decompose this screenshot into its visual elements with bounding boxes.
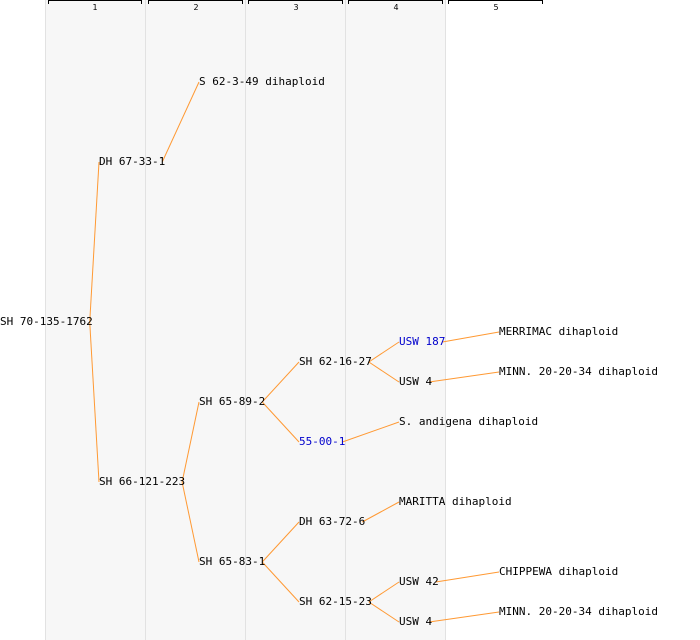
pedigree-edge xyxy=(368,361,400,383)
generation-number: 5 xyxy=(493,3,499,12)
pedigree-node: MINN. 20-20-34 dihaploid xyxy=(499,605,658,618)
pedigree-edge xyxy=(89,161,100,323)
pedigree-node: SH 65-89-2 xyxy=(199,395,266,408)
pedigree-node: SH 65-83-1 xyxy=(199,555,266,568)
generation-number: 4 xyxy=(393,3,399,12)
pedigree-node: MINN. 20-20-34 dihaploid xyxy=(499,365,658,378)
column-divider xyxy=(245,0,246,640)
pedigree-node: SH 62-16-27 xyxy=(299,355,372,368)
pedigree-node: MARITTA dihaploid xyxy=(399,495,512,508)
pedigree-node: DH 67-33-1 xyxy=(99,155,166,168)
pedigree-node: MERRIMAC dihaploid xyxy=(499,325,619,338)
pedigree-node: CHIPPEWA dihaploid xyxy=(499,565,619,578)
generation-number: 1 xyxy=(92,3,98,12)
pedigree-node: SH 62-15-23 xyxy=(299,595,372,608)
pedigree-edge xyxy=(261,561,300,603)
pedigree-edge xyxy=(442,331,500,343)
generation-header-bracket xyxy=(448,0,543,4)
pedigree-node: DH 63-72-6 xyxy=(299,515,366,528)
pedigree-edge xyxy=(342,421,400,443)
generation-header-bracket xyxy=(48,0,142,4)
column-divider xyxy=(45,0,46,640)
pedigree-edge xyxy=(361,501,400,523)
pedigree-edge xyxy=(261,521,300,563)
pedigree-edge xyxy=(435,571,500,583)
pedigree-node: SH 70-135-1762 xyxy=(0,315,93,328)
pedigree-edge xyxy=(368,601,400,623)
generation-band-4 xyxy=(345,0,445,640)
column-divider xyxy=(445,0,446,640)
pedigree-edge xyxy=(261,361,300,403)
pedigree-edge xyxy=(429,611,500,623)
generation-band-1 xyxy=(45,0,145,640)
column-divider xyxy=(145,0,146,640)
pedigree-node: S 62-3-49 dihaploid xyxy=(199,75,325,88)
pedigree-node: USW 4 xyxy=(399,615,433,628)
generation-band-2 xyxy=(145,0,245,640)
pedigree-node: USW 4 xyxy=(399,375,433,388)
pedigree-node-link[interactable]: USW 187 xyxy=(399,335,446,348)
pedigree-node: USW 42 xyxy=(399,575,439,588)
pedigree-edge xyxy=(429,371,500,383)
column-divider xyxy=(345,0,346,640)
generation-number: 3 xyxy=(293,3,299,12)
generation-header-bracket xyxy=(248,0,343,4)
pedigree-node-link[interactable]: 55-00-1 xyxy=(299,435,346,448)
pedigree-node: S. andigena dihaploid xyxy=(399,415,539,428)
pedigree-edge xyxy=(368,581,400,603)
pedigree-edge xyxy=(181,481,200,563)
generation-number: 2 xyxy=(193,3,199,12)
generation-header-bracket xyxy=(148,0,243,4)
pedigree-edge xyxy=(161,81,200,163)
generation-header-bracket xyxy=(348,0,443,4)
pedigree-edge xyxy=(368,341,400,363)
pedigree-edge xyxy=(181,401,200,483)
generation-band-3 xyxy=(245,0,345,640)
pedigree-node: SH 66-121-223 xyxy=(99,475,186,488)
pedigree-edge xyxy=(89,321,100,483)
pedigree-edge xyxy=(261,401,300,443)
